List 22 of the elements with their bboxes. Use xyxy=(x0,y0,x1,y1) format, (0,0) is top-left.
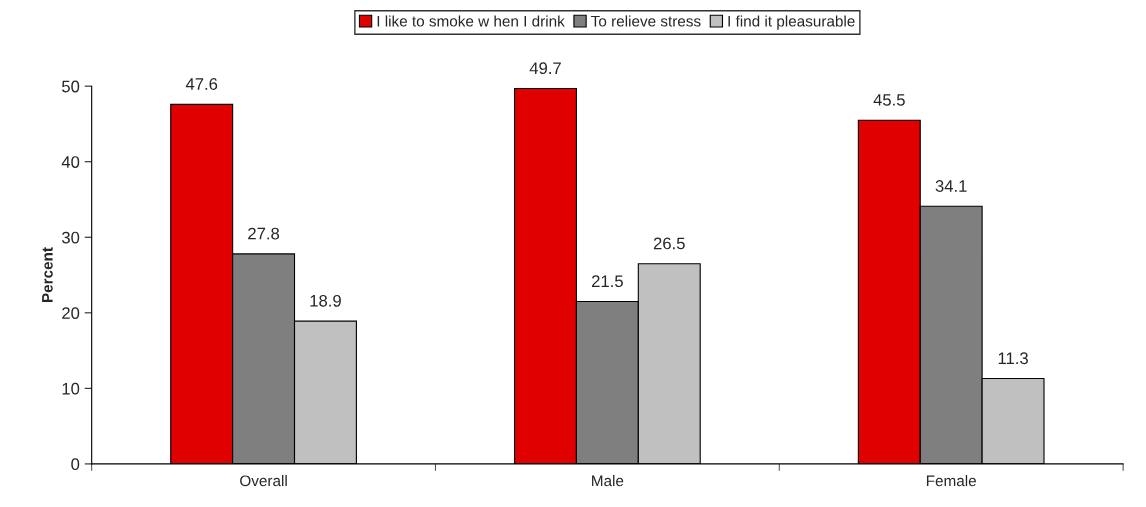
legend-label: I like to smoke w hen I drink xyxy=(377,15,565,27)
data-label: 18.9 xyxy=(310,294,341,307)
x-tick-label: Overall xyxy=(240,475,287,487)
y-tick-label: 0 xyxy=(71,458,80,471)
data-label: 21.5 xyxy=(592,275,623,288)
data-label: 49.7 xyxy=(529,62,561,75)
y-tick-label: 10 xyxy=(62,382,80,395)
data-label: 47.6 xyxy=(185,78,218,90)
data-label: 45.5 xyxy=(873,94,905,106)
y-axis-title: Percent xyxy=(42,247,53,303)
y-tick-label: 50 xyxy=(62,80,80,93)
data-label: 27.8 xyxy=(248,227,280,240)
data-label: 26.5 xyxy=(653,237,685,250)
x-tick-label: Male xyxy=(592,475,624,487)
y-tick-label: 30 xyxy=(61,231,80,244)
data-label: 11.3 xyxy=(998,352,1028,365)
x-tick-label: Female xyxy=(926,475,976,487)
y-tick-label: 40 xyxy=(61,156,80,168)
data-label: 34.1 xyxy=(935,180,967,192)
y-tick-label: 20 xyxy=(62,307,80,320)
legend-label: I find it pleasurable xyxy=(728,15,855,30)
legend-label: To relieve stress xyxy=(591,15,701,27)
